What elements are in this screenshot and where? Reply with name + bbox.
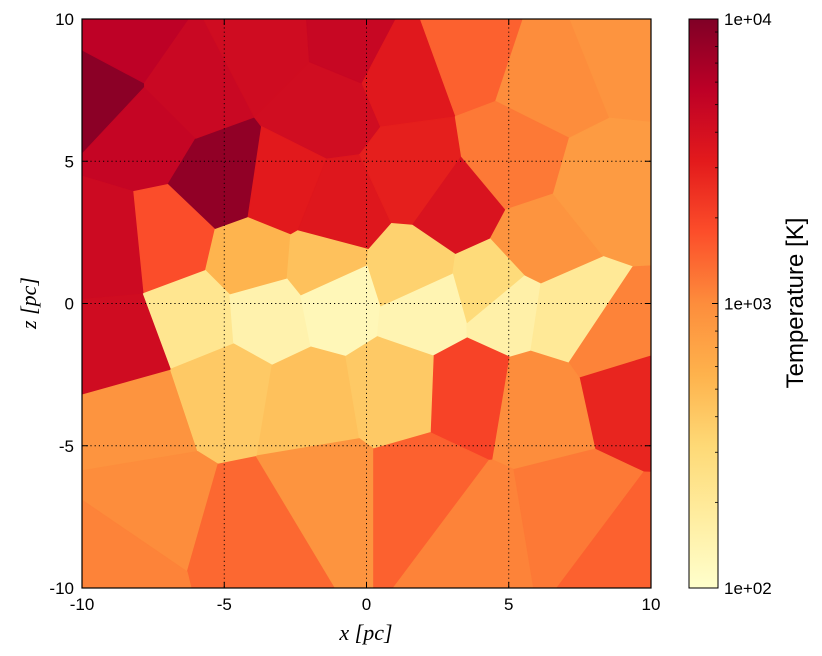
voronoi-cell — [345, 336, 434, 450]
colorbar-tick-label: 1e+04 — [724, 10, 772, 29]
x-tick-label: 5 — [504, 595, 513, 614]
voronoi-cell — [556, 471, 651, 588]
x-tick-label: 10 — [642, 595, 661, 614]
voronoi-cell — [255, 438, 375, 588]
x-tick-label: 0 — [362, 595, 371, 614]
y-tick-label: 0 — [65, 295, 74, 314]
voronoi-cell — [392, 459, 535, 588]
y-tick-label: -5 — [59, 437, 74, 456]
voronoi-cell — [82, 499, 192, 588]
x-axis-label: x [pc] — [338, 620, 392, 645]
heatmap-plot: -10 -5 0 5 10 -10 -5 0 5 10 x [pc] z [pc] — [16, 10, 660, 645]
voronoi-cell — [513, 448, 645, 588]
y-tick-label: 10 — [55, 10, 74, 29]
x-tick-label: -5 — [217, 595, 232, 614]
voronoi-cells — [82, 19, 651, 588]
y-tick-label: -10 — [49, 579, 74, 598]
colorbar-label: Temperature [K] — [782, 218, 809, 389]
y-tick-label: 5 — [65, 152, 74, 171]
y-axis-label: z [pc] — [16, 277, 41, 330]
y-ticks: -10 -5 0 5 10 — [49, 10, 651, 598]
colorbar: 1e+02 1e+03 1e+04 Temperature [K] — [688, 10, 809, 598]
colorbar-tick-label: 1e+02 — [724, 579, 772, 598]
colorbar-ticks: 1e+02 1e+03 1e+04 — [712, 10, 772, 598]
voronoi-cell — [373, 432, 490, 588]
x-ticks: -10 -5 0 5 10 — [70, 19, 661, 614]
x-tick-label: -10 — [70, 595, 95, 614]
colorbar-tick-label: 1e+03 — [724, 295, 772, 314]
